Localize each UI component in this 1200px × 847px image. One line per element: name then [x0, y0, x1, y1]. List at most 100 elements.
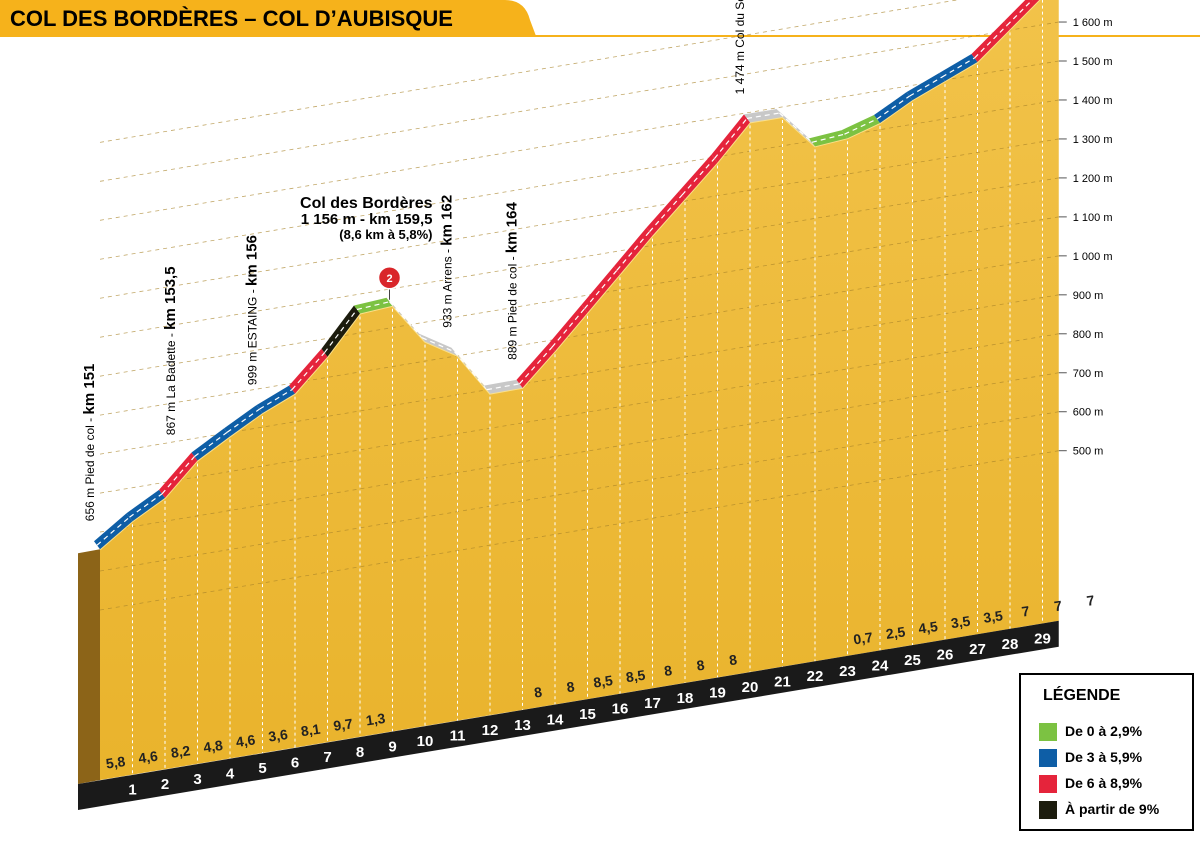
summit-badge — [377, 266, 402, 290]
road-segment — [1004, 0, 1040, 30]
grid-line — [99, 99, 1059, 260]
road-centerline — [356, 301, 390, 311]
grid-line — [99, 21, 1059, 182]
gradient-label: 5,8 — [105, 753, 127, 772]
gradient-label: 3,6 — [267, 726, 289, 745]
place-annotation: 889 m Pied de col - km 164 — [504, 202, 521, 360]
legend-label-blue: De 3 à 5,9% — [1065, 749, 1143, 765]
gradient-label: 2,5 — [885, 623, 907, 642]
gradient-label: 8 — [566, 678, 576, 695]
place-annotation-km: km 164 — [504, 202, 521, 254]
km-marker: 5 — [258, 760, 266, 777]
summit-badge-label: 2 — [386, 273, 392, 285]
legend-label-green: De 0 à 2,9% — [1065, 723, 1143, 739]
road-centerline — [519, 346, 553, 385]
gradient-label: 0,7 — [852, 629, 874, 648]
grid-line — [99, 333, 1059, 494]
km-marker: 10 — [417, 733, 434, 750]
legend-swatch-black — [1039, 801, 1057, 819]
y-tick-label: 1 400 m — [1073, 95, 1113, 107]
road-centerline — [876, 95, 910, 120]
km-marker: 17 — [644, 695, 661, 712]
y-tick-label: 900 m — [1073, 290, 1104, 302]
grid-line — [99, 138, 1059, 299]
terrain-area — [100, 0, 1059, 780]
km-marker: 13 — [514, 717, 531, 734]
gradient-label: 4,6 — [137, 748, 159, 767]
km-marker: 16 — [612, 701, 629, 718]
km-marker: 22 — [807, 668, 824, 685]
gradient-label: 8 — [728, 651, 738, 668]
gradient-label: 3,5 — [982, 607, 1004, 626]
grid-line — [99, 177, 1059, 338]
km-marker: 2 — [161, 776, 169, 793]
km-marker: 11 — [450, 728, 466, 745]
place-annotation: 1 474 m Col du Soulor - km 171 — [731, 0, 748, 94]
road-segment — [419, 333, 458, 356]
road-segment — [354, 297, 393, 314]
km-marker: 8 — [356, 744, 364, 761]
legend-swatch-blue — [1039, 749, 1057, 767]
road-centerline — [226, 408, 260, 433]
place-annotation-label: 889 m Pied de col - — [506, 253, 520, 360]
road-centerline — [324, 309, 358, 354]
legend-title: LÉGENDE — [1043, 687, 1121, 704]
legend-swatch-green — [1039, 723, 1057, 741]
grid-line — [99, 216, 1059, 377]
place-annotation: 999 m ESTAING - km 156 — [244, 235, 261, 385]
road-segment — [484, 379, 523, 394]
km-marker: 28 — [1002, 636, 1019, 653]
gradient-label: 7 — [1053, 597, 1063, 614]
km-marker: 21 — [774, 674, 791, 691]
km-marker: 1 — [128, 782, 136, 799]
y-tick-label: 1 100 m — [1073, 212, 1113, 224]
road-centerline — [811, 133, 845, 143]
grid-line — [99, 255, 1059, 416]
km-marker: 12 — [482, 722, 499, 739]
grid-line — [99, 294, 1059, 455]
km-marker: 4 — [226, 765, 235, 782]
road-centerline — [486, 383, 520, 391]
road-centerline — [259, 389, 293, 410]
road-centerline — [844, 118, 878, 135]
gradient-label: 7 — [1086, 592, 1096, 609]
summit-climb-stats: (8,6 km à 5,8%) — [339, 227, 432, 242]
legend-label-black: À partir de 9% — [1065, 801, 1160, 817]
km-marker: 26 — [937, 647, 954, 664]
km-marker: 27 — [969, 641, 986, 658]
summit-name: Col des Bordères — [300, 195, 433, 212]
gradient-label: 8,5 — [592, 672, 614, 691]
km-marker: 3 — [193, 771, 201, 788]
km-marker: 14 — [547, 711, 564, 728]
chart-title: COL DES BORDÈRES – COL D’AUBISQUE — [10, 6, 453, 31]
place-annotation-label: 1 474 m Col du Soulor - — [733, 0, 747, 94]
road-centerline — [941, 57, 975, 78]
km-marker: 18 — [677, 690, 694, 707]
gradient-label: 4,5 — [917, 618, 939, 637]
km-marker: 23 — [839, 663, 856, 680]
road-centerline — [649, 194, 683, 233]
grid-line — [99, 372, 1059, 533]
title-tab-shape — [0, 0, 536, 36]
km-marker: 15 — [579, 706, 596, 723]
grid-line — [99, 0, 960, 143]
y-tick-label: 800 m — [1073, 329, 1104, 341]
road-centerline — [746, 112, 780, 120]
gradient-label: 4,6 — [235, 731, 257, 750]
place-annotation-label: 999 m ESTAING - — [246, 286, 260, 385]
gradient-label: 3,5 — [950, 613, 972, 632]
gradient-label: 8 — [663, 662, 673, 679]
grid-line — [99, 411, 1059, 572]
legend-label-red: De 6 à 8,9% — [1065, 775, 1143, 791]
road-centerline — [974, 24, 1008, 59]
gradient-label: 8 — [696, 657, 706, 674]
place-annotation: 656 m Pied de col - km 151 — [81, 364, 98, 522]
gradient-label: 8,1 — [300, 721, 322, 740]
title-underline — [0, 35, 1200, 37]
place-annotation-km: km 156 — [244, 235, 261, 286]
gradient-label: 8 — [533, 684, 543, 701]
y-tick-label: 500 m — [1073, 446, 1104, 458]
y-tick-label: 700 m — [1073, 368, 1104, 380]
road-centerline — [389, 301, 423, 339]
